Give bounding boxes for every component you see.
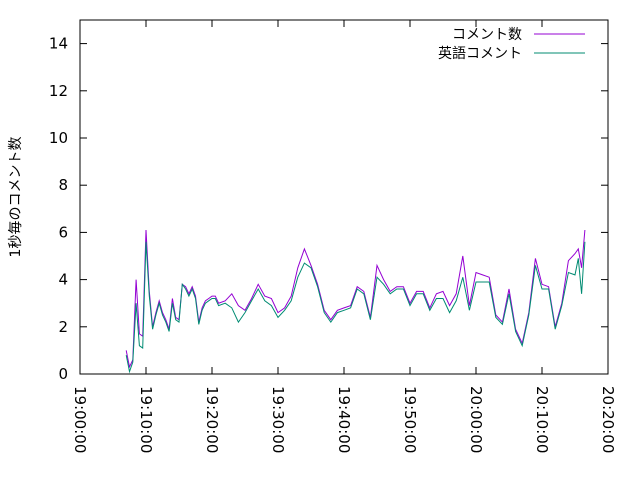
x-tick-label: 20:10:00 [533,386,551,453]
y-tick-label: 6 [58,223,68,241]
plot-frame [79,19,609,375]
series-layer [125,229,586,374]
y-axis-label: 1秒毎のコメント数 [8,137,24,258]
x-tick-label: 19:10:00 [137,386,155,453]
y-tick-label: 0 [58,365,68,383]
x-tick-label: 19:30:00 [269,386,287,453]
y-axis-ticks: 0 2 4 6 8 10 12 14 [49,35,608,383]
legend-label-0: コメント数 [452,27,522,43]
x-tick-label: 19:40:00 [335,386,353,453]
y-tick-label: 4 [58,271,68,289]
series-line-0 [125,229,586,369]
x-axis-ticks: 19:00:00 19:10:00 19:20:00 19:30:00 19:40:00… [71,20,617,453]
y-tick-label: 14 [49,35,68,53]
legend-label-1: 英語コメント [438,45,522,62]
x-tick-label: 19:50:00 [401,386,419,453]
y-tick-label: 10 [49,129,68,147]
series-line-1 [125,241,586,374]
y-tick-label: 12 [49,82,68,100]
y-tick-label: 2 [58,318,68,336]
x-tick-label: 19:20:00 [203,386,221,453]
x-tick-label: 19:00:00 [71,386,89,453]
y-tick-label: 8 [58,176,68,194]
x-tick-label: 20:20:00 [599,386,617,453]
x-tick-label: 20:00:00 [467,386,485,453]
